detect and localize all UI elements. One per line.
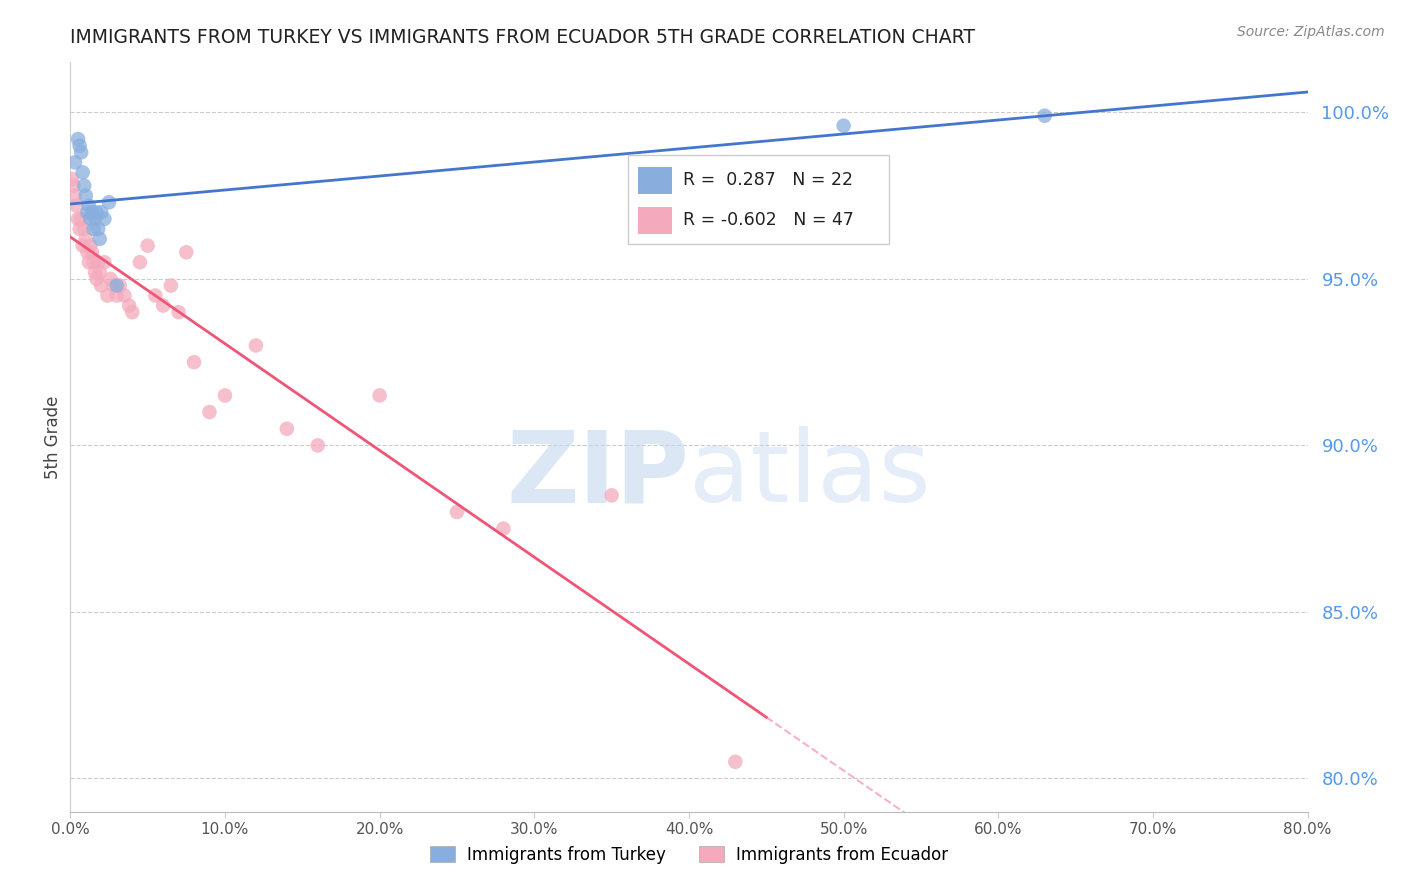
Point <box>86 205 108 219</box>
Point <box>1033 109 1056 123</box>
Text: IMMIGRANTS FROM TURKEY VS IMMIGRANTS FROM ECUADOR 5TH GRADE CORRELATION CHART: IMMIGRANTS FROM TURKEY VS IMMIGRANTS FRO… <box>70 28 976 47</box>
Point <box>86 272 108 286</box>
Point <box>75 232 97 246</box>
Point <box>105 288 128 302</box>
Point <box>90 205 112 219</box>
Point <box>65 199 87 213</box>
Point <box>368 388 391 402</box>
Point <box>108 278 131 293</box>
Point <box>98 195 120 210</box>
Point <box>118 299 141 313</box>
Point <box>87 222 110 236</box>
Point <box>114 288 135 302</box>
Point <box>87 255 110 269</box>
Text: ZIP: ZIP <box>506 426 689 523</box>
Legend: Immigrants from Turkey, Immigrants from Ecuador: Immigrants from Turkey, Immigrants from … <box>423 839 955 871</box>
Point <box>93 211 115 226</box>
Point <box>103 278 125 293</box>
Point <box>145 288 166 302</box>
Point <box>63 188 86 202</box>
Point <box>75 188 97 202</box>
Point <box>183 355 205 369</box>
Point <box>89 232 111 246</box>
Point <box>100 272 122 286</box>
Point <box>84 265 107 279</box>
Point <box>832 119 855 133</box>
Point <box>84 211 107 226</box>
FancyBboxPatch shape <box>638 167 672 194</box>
Point <box>160 278 183 293</box>
Point <box>67 132 90 146</box>
Point <box>93 255 115 269</box>
Point <box>600 488 623 502</box>
Point <box>82 255 105 269</box>
Point <box>73 222 96 236</box>
Point <box>72 165 94 179</box>
Point <box>80 205 103 219</box>
Point <box>60 172 83 186</box>
Point <box>62 178 84 193</box>
Text: R =  0.287   N = 22: R = 0.287 N = 22 <box>683 171 853 189</box>
Point <box>67 211 90 226</box>
Point <box>96 288 118 302</box>
Point <box>90 278 112 293</box>
Point <box>167 305 190 319</box>
Point <box>72 238 94 252</box>
Point <box>79 238 101 252</box>
Y-axis label: 5th Grade: 5th Grade <box>44 395 62 479</box>
Point <box>307 438 329 452</box>
Point <box>77 199 100 213</box>
Point <box>198 405 221 419</box>
Point <box>76 205 98 219</box>
Point <box>121 305 143 319</box>
Point <box>129 255 152 269</box>
Point <box>136 238 159 252</box>
Point <box>69 138 91 153</box>
Point <box>152 299 174 313</box>
Point <box>245 338 267 352</box>
Point <box>80 245 103 260</box>
Point <box>82 222 105 236</box>
Point <box>70 145 93 160</box>
Point <box>724 755 747 769</box>
Point <box>89 265 111 279</box>
Point <box>69 222 91 236</box>
Point <box>105 278 128 293</box>
Point <box>276 422 298 436</box>
Point <box>492 522 515 536</box>
Point <box>174 245 197 260</box>
Point <box>63 155 86 169</box>
Point <box>79 211 101 226</box>
Text: atlas: atlas <box>689 426 931 523</box>
Text: Source: ZipAtlas.com: Source: ZipAtlas.com <box>1237 25 1385 39</box>
Point <box>76 245 98 260</box>
Point <box>214 388 236 402</box>
Text: R = -0.602   N = 47: R = -0.602 N = 47 <box>683 211 853 229</box>
Point <box>446 505 468 519</box>
FancyBboxPatch shape <box>638 207 672 234</box>
Point <box>77 255 100 269</box>
Point <box>73 178 96 193</box>
Point <box>70 211 93 226</box>
FancyBboxPatch shape <box>628 155 890 244</box>
